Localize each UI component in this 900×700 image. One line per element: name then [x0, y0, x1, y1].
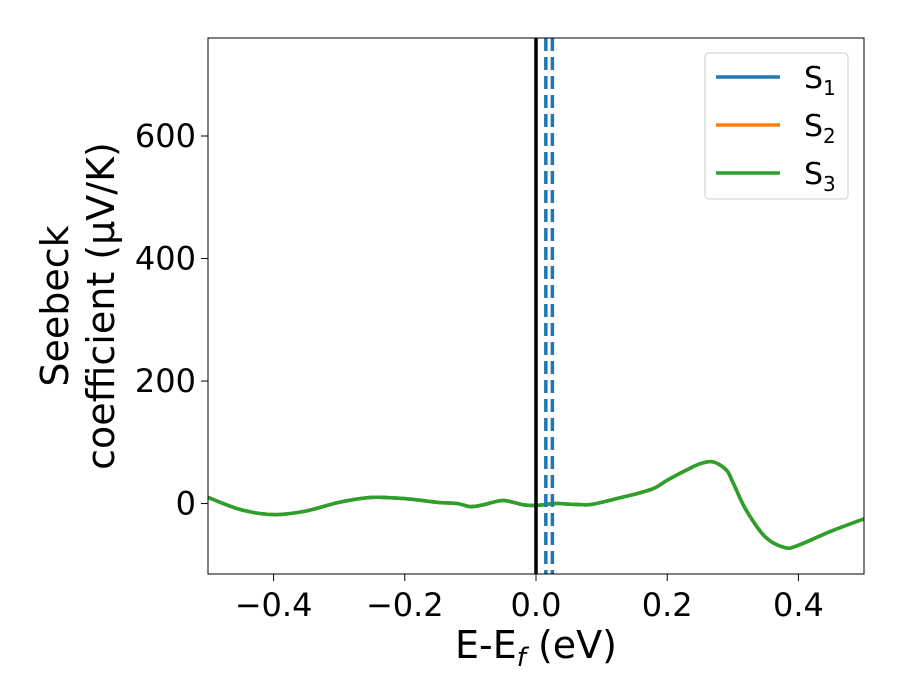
y-tick-label: 200 [135, 362, 196, 400]
x-tick-label: −0.4 [235, 586, 313, 624]
legend-label-s1: S1 [804, 61, 836, 100]
x-tick-label: −0.2 [366, 586, 444, 624]
x-axis-label-unit: (eV) [526, 623, 617, 667]
axes: −0.4 −0.2 0.0 0.2 0.4 0 200 400 600 [135, 117, 824, 624]
x-tick-label: 0.2 [642, 586, 693, 624]
y-tick-label: 600 [135, 117, 196, 155]
x-axis-label: E-Ef (eV) [455, 623, 617, 673]
plot-area [208, 38, 864, 574]
y-axis-label: Seebeck coefficient (μV/K) [33, 142, 123, 470]
legend-label-s3: S3 [804, 157, 836, 196]
x-axis-label-main: E-E [455, 623, 517, 667]
series-line-s3 [208, 459, 864, 550]
y-axis-label-line2: coefficient (μV/K) [79, 142, 123, 470]
x-tick-label: 0.4 [773, 586, 824, 624]
y-tick-label: 400 [135, 240, 196, 278]
legend: S1 S2 S3 [704, 52, 849, 200]
y-tick-label: 0 [176, 485, 196, 523]
y-axis-label-line1: Seebeck [33, 225, 77, 386]
x-tick-label: 0.0 [511, 586, 562, 624]
legend-label-s2: S2 [804, 109, 836, 148]
